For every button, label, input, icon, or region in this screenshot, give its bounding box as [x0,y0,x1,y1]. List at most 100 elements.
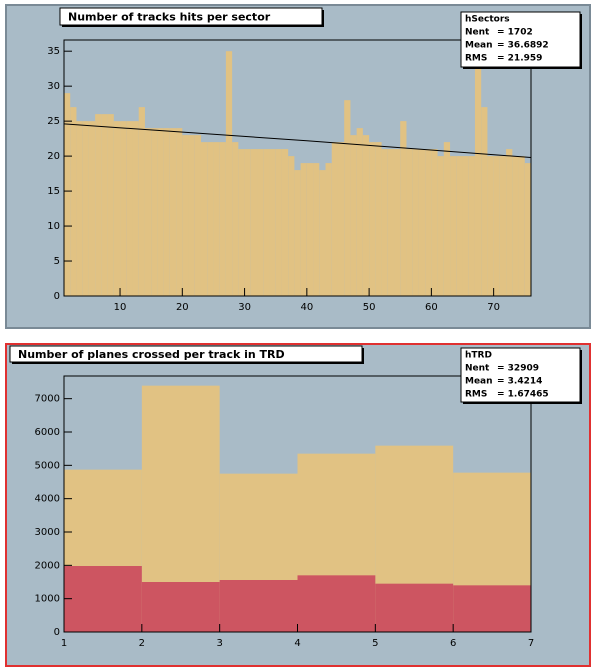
x-tick-label: 30 [238,302,251,313]
bar [244,149,251,296]
bar [157,128,164,296]
bar [499,156,507,296]
bar [288,156,295,296]
bar [394,149,401,296]
bar [481,107,488,296]
y-tick-label: 5 [54,256,60,267]
y-tick-label: 7000 [35,394,60,405]
bar [200,142,208,296]
bar [356,128,363,296]
y-tick-label: 2000 [35,560,60,571]
stats-label: RMS [465,54,487,64]
bar [300,163,307,296]
bar [144,128,152,296]
bar [169,128,177,296]
x-tick-label: 20 [176,302,189,313]
bar [362,135,370,296]
bar [425,149,432,296]
bar [462,156,469,296]
stats-value: = 3.4214 [497,377,542,387]
bar [219,580,298,632]
bar [331,142,338,296]
bar [269,149,276,296]
bar [232,142,239,296]
bar [107,114,114,296]
bar [381,149,388,296]
bar [138,107,145,296]
stats-box [460,347,581,403]
x-tick-label: 2 [139,638,145,649]
y-tick-label: 3000 [35,527,60,538]
bar [82,121,89,296]
y-tick-label: 35 [47,46,60,57]
bar [281,149,289,296]
bar [64,566,142,632]
x-tick-label: 60 [425,302,438,313]
bar [113,121,121,296]
bar [512,156,519,296]
bar [120,121,127,296]
plot-2: 0 1000 2000 3000 4000 5000 6000 7000 1 2 3 4 5 6 7 Numb… [9,345,582,649]
y-tick-label: 0 [54,291,60,302]
bar [213,142,220,296]
bar [493,156,500,296]
stats-value: = 32909 [497,364,539,374]
bar [95,114,102,296]
x-tick-label: 10 [114,302,127,313]
bar [257,149,264,296]
bar [456,156,463,296]
y-tick-label: 25 [47,116,60,127]
bar [431,149,438,296]
stats-name: hSectors [465,15,510,25]
y-tick-label: 5000 [35,460,60,471]
bar [468,156,475,296]
stats-value: = 36.6892 [497,41,549,51]
title-box [9,345,363,363]
chart-title: Number of planes crossed per track in TR… [18,348,285,361]
bar [412,149,419,296]
bar [450,156,457,296]
bar [275,149,282,296]
stats-value: = 1.67465 [497,390,549,400]
bar [176,128,183,296]
bar [306,163,314,296]
bar [325,163,332,296]
stats-box [460,11,581,68]
stats-value: = 1702 [497,28,533,38]
x-tick-label: 50 [363,302,376,313]
bar [337,142,345,296]
plot-frame [63,39,532,297]
bar [126,121,133,296]
x-tick-label: 5 [372,638,378,649]
y-tick-label: 1000 [35,594,60,605]
bar [524,163,531,296]
bar [474,65,482,296]
bar [238,149,245,296]
y-tick-label: 30 [47,81,60,92]
bar [518,156,525,296]
bar [207,142,214,296]
chart-title: Number of tracks hits per sector [68,11,271,24]
stats-label: RMS [465,390,487,400]
bar [225,51,233,297]
bar [263,149,270,296]
y-tick-label: 10 [47,221,60,232]
x-tick-label: 3 [216,638,222,649]
stats-label: Mean [465,377,493,387]
bar [141,582,220,632]
stats-name: hTRD [465,351,492,361]
x-tick-label: 4 [294,638,300,649]
bar [313,163,320,296]
bar [344,100,351,296]
bar [506,149,513,296]
bar [188,135,195,296]
y-tick-label: 6000 [35,427,60,438]
y-tick-label: 4000 [35,494,60,505]
bar [400,121,407,296]
bar [319,170,326,296]
x-tick-label: 1 [61,638,67,649]
stats-label: Mean [465,41,493,51]
bar [375,142,382,296]
fit-line [63,123,532,159]
